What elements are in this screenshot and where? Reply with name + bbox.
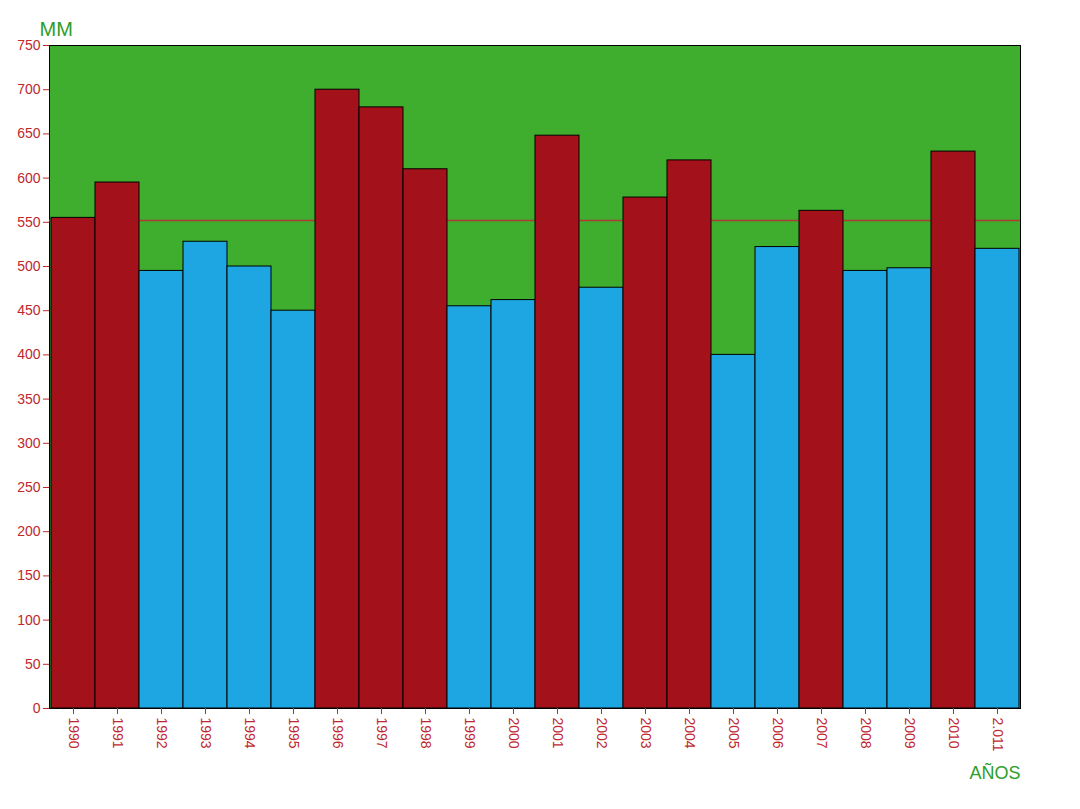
svg-text:750: 750 — [17, 37, 41, 53]
svg-text:2003: 2003 — [638, 718, 654, 749]
svg-text:1992: 1992 — [154, 718, 170, 749]
svg-text:2010: 2010 — [946, 718, 962, 749]
svg-text:650: 650 — [17, 125, 41, 141]
svg-text:1991: 1991 — [110, 718, 126, 749]
svg-text:450: 450 — [17, 302, 41, 318]
svg-text:2008: 2008 — [858, 718, 874, 749]
svg-text:2.011: 2.011 — [990, 718, 1006, 752]
svg-text:1993: 1993 — [198, 718, 214, 749]
svg-text:300: 300 — [17, 435, 41, 451]
svg-text:1990: 1990 — [66, 718, 82, 749]
svg-text:350: 350 — [17, 391, 41, 407]
svg-text:1994: 1994 — [242, 718, 258, 749]
svg-text:400: 400 — [17, 346, 41, 362]
svg-text:500: 500 — [17, 258, 41, 274]
svg-text:1996: 1996 — [330, 718, 346, 749]
svg-text:1995: 1995 — [286, 718, 302, 749]
svg-text:1999: 1999 — [462, 718, 478, 749]
svg-text:700: 700 — [17, 81, 41, 97]
svg-text:2007: 2007 — [814, 718, 830, 749]
svg-text:2006: 2006 — [770, 718, 786, 749]
svg-text:250: 250 — [17, 479, 41, 495]
svg-text:2000: 2000 — [506, 718, 522, 749]
svg-text:MM: MM — [40, 18, 73, 40]
svg-text:AÑOS: AÑOS — [969, 762, 1020, 783]
svg-text:600: 600 — [17, 170, 41, 186]
svg-text:1997: 1997 — [374, 718, 390, 749]
svg-text:2004: 2004 — [682, 718, 698, 749]
svg-text:50: 50 — [25, 656, 41, 672]
svg-text:2009: 2009 — [902, 718, 918, 749]
svg-text:150: 150 — [17, 567, 41, 583]
svg-text:0: 0 — [33, 700, 41, 716]
svg-text:550: 550 — [17, 214, 41, 230]
svg-text:1998: 1998 — [418, 718, 434, 749]
svg-text:200: 200 — [17, 523, 41, 539]
svg-text:100: 100 — [17, 612, 41, 628]
svg-text:2005: 2005 — [726, 718, 742, 749]
svg-text:2001: 2001 — [550, 718, 566, 749]
svg-text:2002: 2002 — [594, 718, 610, 749]
